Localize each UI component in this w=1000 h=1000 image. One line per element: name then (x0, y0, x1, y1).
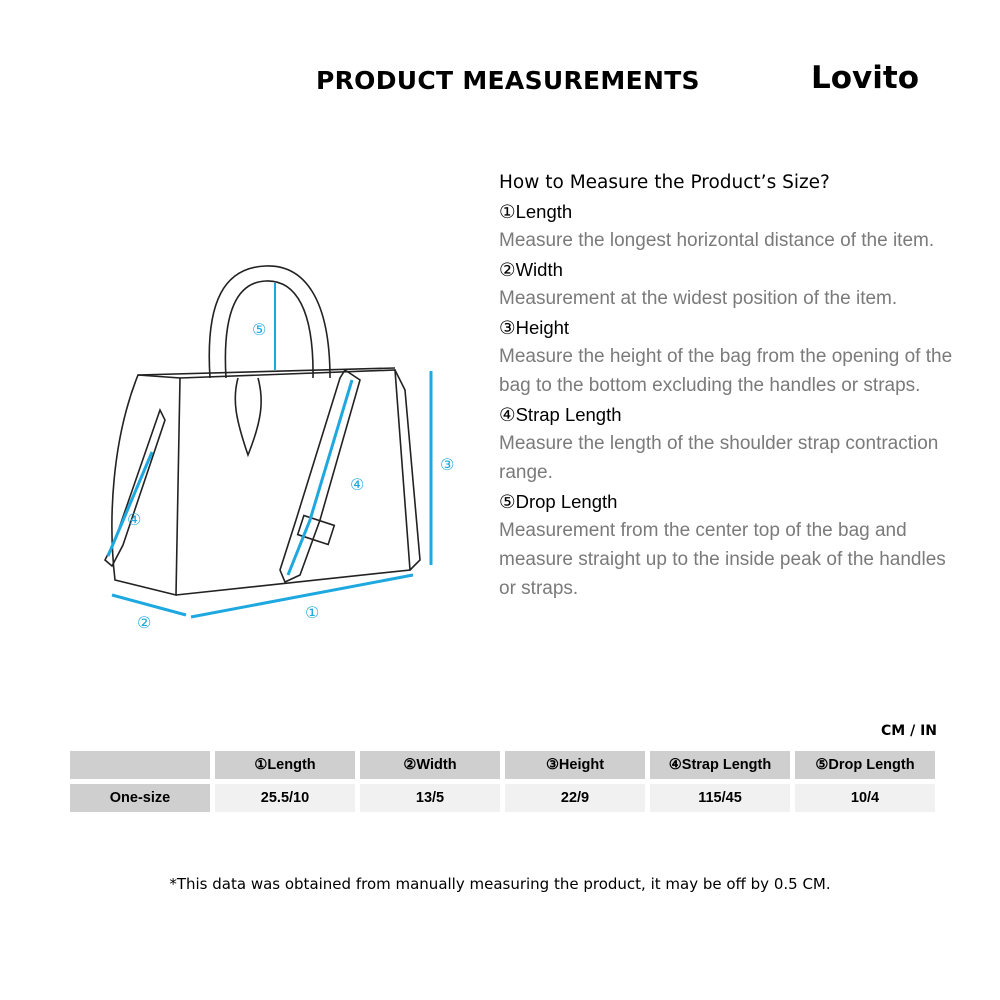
header-cell: ②Width (360, 751, 500, 779)
header-cell: ①Length (215, 751, 355, 779)
marker-width: ② (137, 613, 151, 632)
bag-diagram: ① ② ③ ④ ④ ⑤ (104, 265, 454, 632)
units-label: CM / IN (881, 723, 937, 739)
guide-desc-length: Measure the longest horizontal distance … (499, 230, 935, 251)
marker-height: ③ (440, 455, 454, 474)
table-cell: 115/45 (650, 784, 790, 812)
measurement-guide: How to Measure the Product’s Size? ①Leng… (499, 168, 959, 603)
table-cell: 10/4 (795, 784, 935, 812)
measurement-lines (106, 283, 433, 619)
table-cell: 22/9 (505, 784, 645, 812)
marker-length: ① (305, 603, 319, 622)
header-cell: ⑤Drop Length (795, 751, 935, 779)
header-cell: ④Strap Length (650, 751, 790, 779)
guide-item-drop: ⑤Drop Length (499, 491, 618, 512)
guide-item-width: ②Width (499, 259, 563, 280)
guide-desc-drop: Measurement from the center top of the b… (499, 520, 946, 599)
measurement-markers: ① ② ③ ④ ④ ⑤ (127, 320, 454, 632)
marker-drop: ⑤ (252, 320, 266, 339)
guide-item-strap: ④Strap Length (499, 404, 622, 425)
marker-strap-right: ④ (350, 475, 364, 494)
size-table: ①Length ②Width ③Height ④Strap Length ⑤Dr… (70, 751, 935, 812)
row-label: One-size (70, 784, 210, 812)
width-line (111, 593, 187, 617)
guide-desc-strap: Measure the length of the shoulder strap… (499, 433, 939, 483)
strap-line-left (106, 451, 154, 557)
guide-heading: How to Measure the Product’s Size? (499, 172, 830, 193)
guide-desc-height: Measure the height of the bag from the o… (499, 346, 953, 396)
guide-item-length: ①Length (499, 201, 573, 222)
table-cell: 13/5 (360, 784, 500, 812)
strap-line-right (286, 379, 354, 576)
brand-logo: Lovito (811, 60, 920, 96)
guide-item-height: ③Height (499, 317, 570, 338)
header-cell (70, 751, 210, 779)
bag-outline (104, 265, 421, 597)
length-line (190, 573, 414, 619)
guide-desc-width: Measurement at the widest position of th… (499, 288, 898, 309)
marker-strap-left: ④ (127, 510, 141, 529)
table-cell: 25.5/10 (215, 784, 355, 812)
header-cell: ③Height (505, 751, 645, 779)
page-title: PRODUCT MEASUREMENTS (316, 66, 700, 95)
footnote: *This data was obtained from manually me… (169, 875, 831, 893)
